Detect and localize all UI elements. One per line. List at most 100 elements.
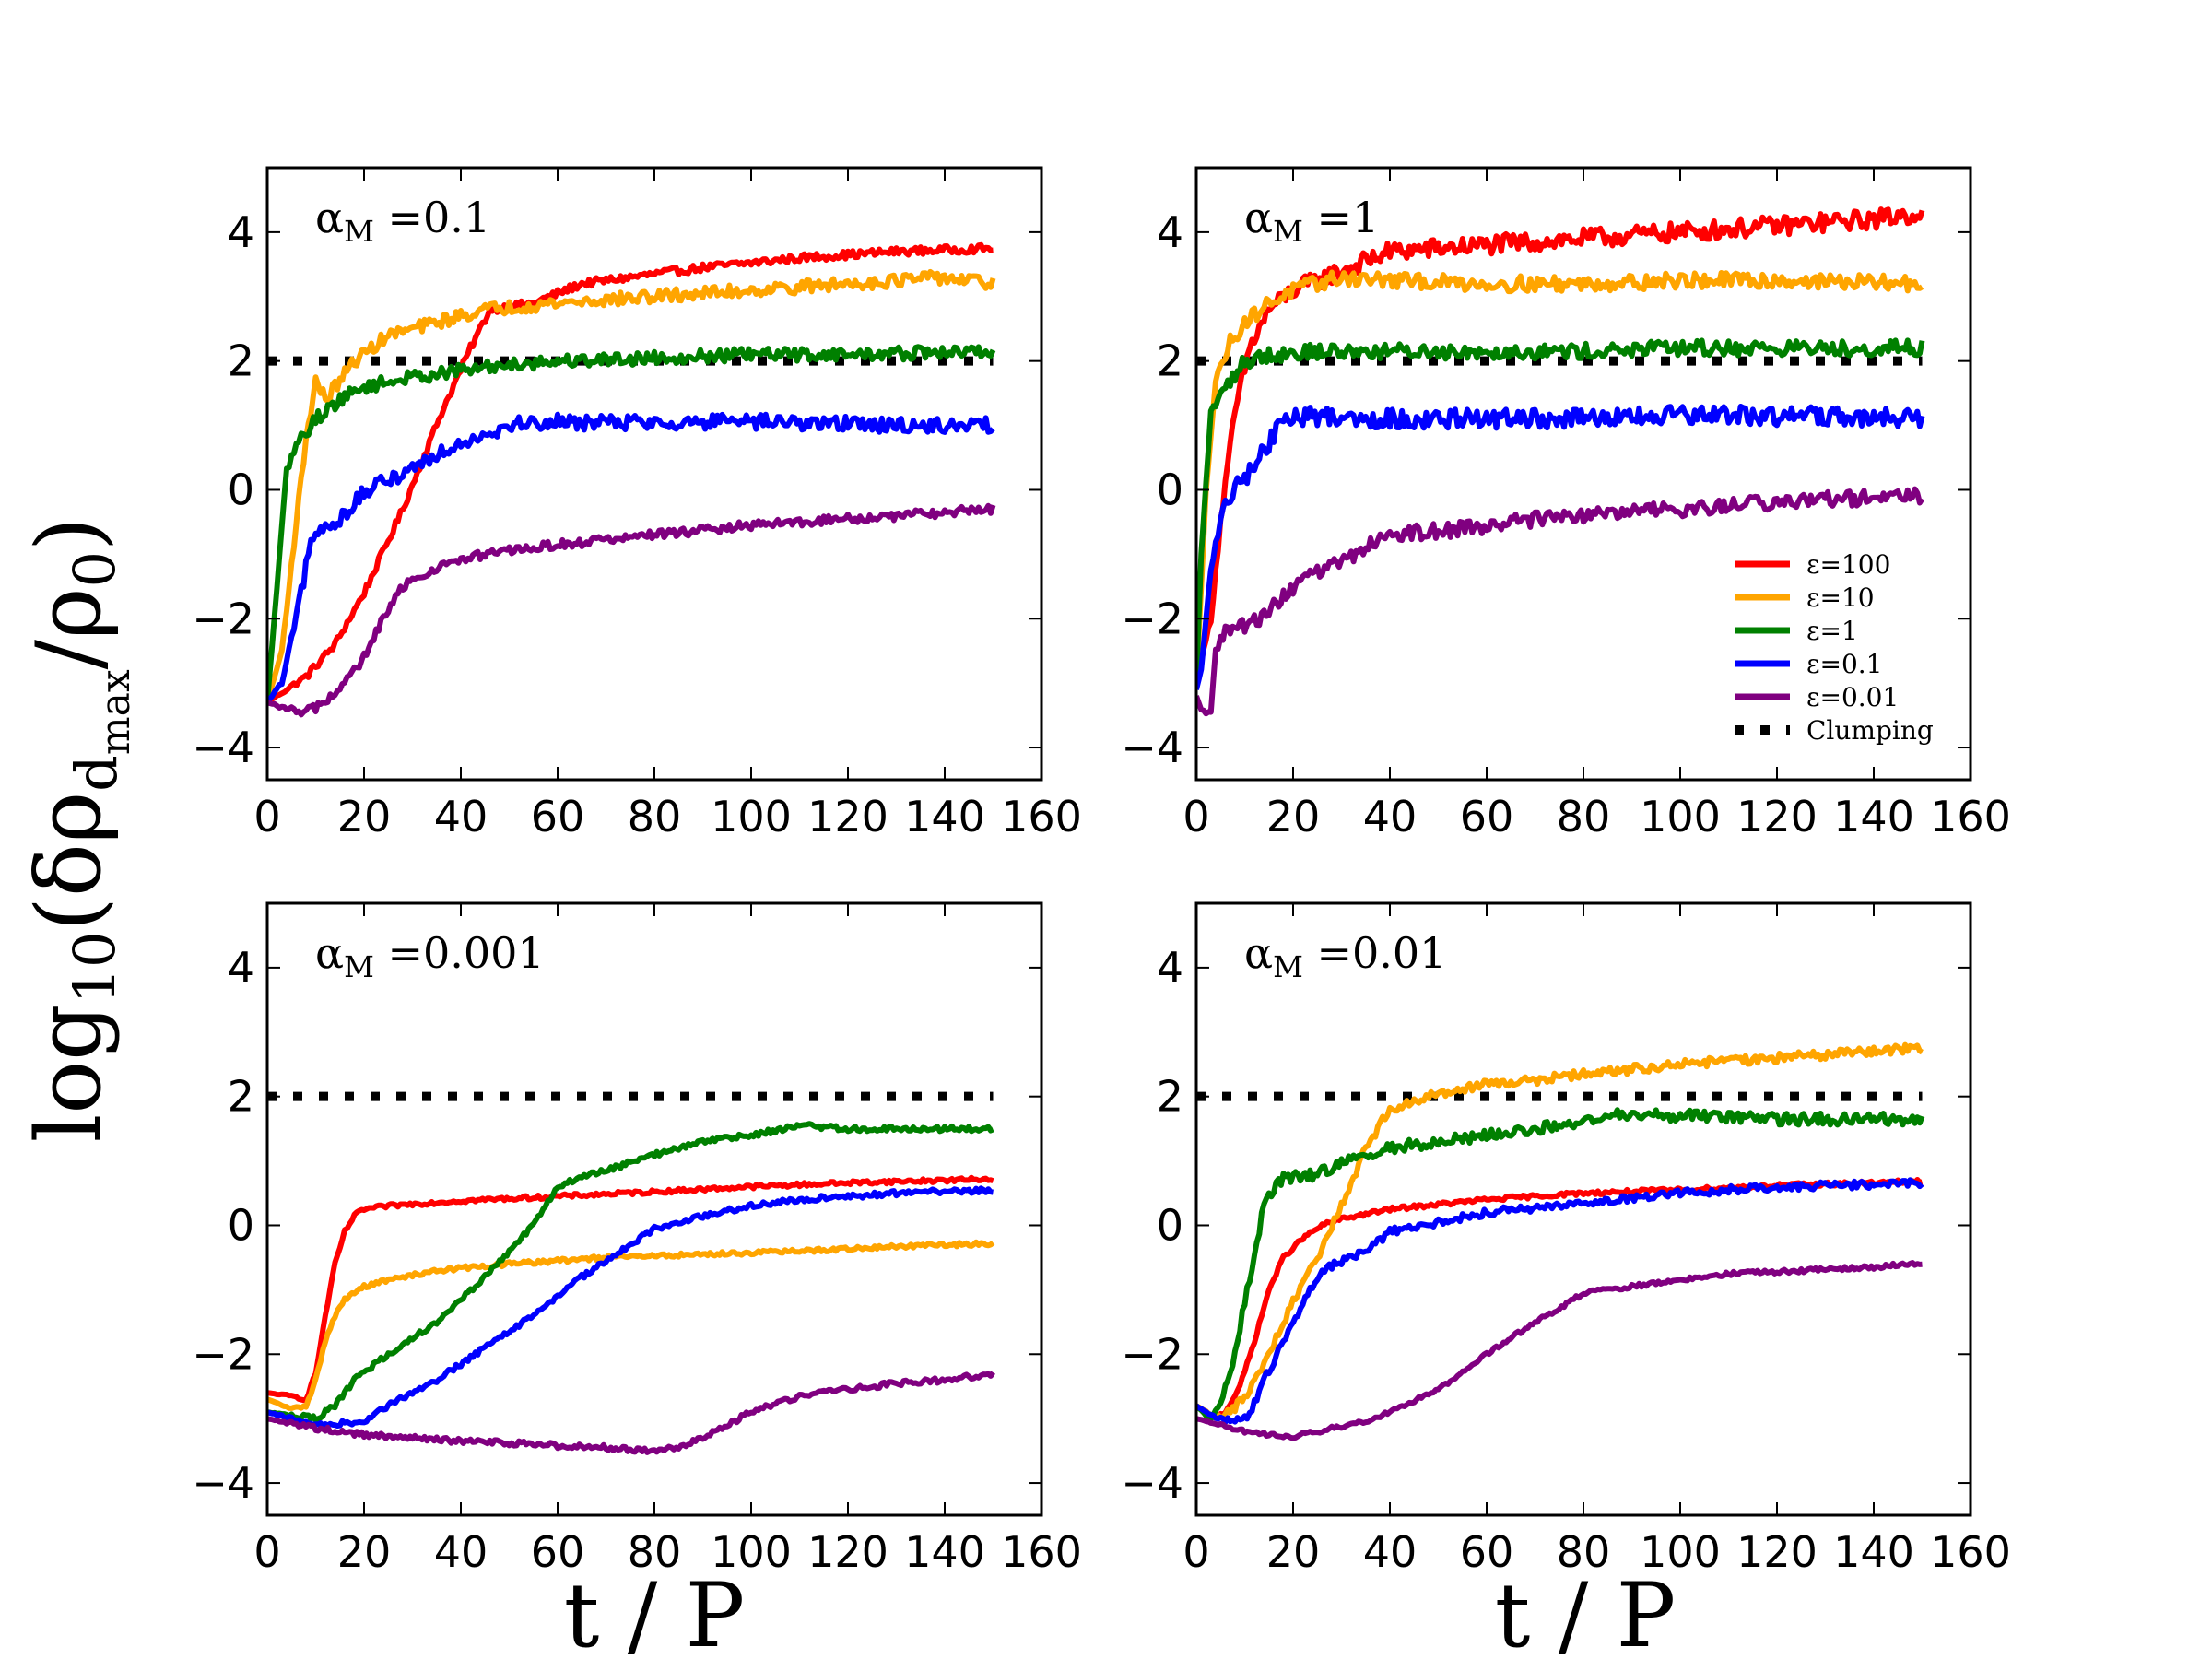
plot-area bbox=[267, 1091, 995, 1455]
y-tick-label: 0 bbox=[228, 1200, 254, 1250]
annotation-alpha: α bbox=[315, 193, 344, 242]
y-tick-label: 2 bbox=[1157, 336, 1183, 386]
annotation-subscript: M bbox=[344, 949, 374, 984]
y-tick-label: 2 bbox=[1157, 1072, 1183, 1122]
x-tick-label: 100 bbox=[1640, 792, 1721, 841]
x-tick-label: 80 bbox=[628, 792, 682, 841]
legend-label: ε=10 bbox=[1806, 582, 1875, 613]
annotation-subscript: M bbox=[1273, 214, 1303, 249]
annotation-value: =1 bbox=[1303, 193, 1379, 242]
series-line-ε=1 bbox=[1196, 337, 1925, 684]
series-line-ε=1 bbox=[267, 1121, 994, 1423]
x-tick-label: 120 bbox=[1736, 1527, 1818, 1577]
series-line-ε=10 bbox=[1196, 269, 1924, 684]
y-axis-label: log10(δρdmax/ρ0) bbox=[18, 517, 139, 1143]
series-line-ε=10 bbox=[267, 1239, 995, 1411]
x-tick-label: 40 bbox=[1363, 1527, 1418, 1577]
annotation-value: =0.001 bbox=[374, 928, 545, 978]
panel-annotation: αM =0.001 bbox=[315, 928, 545, 984]
panel-annotation: αM =0.01 bbox=[1244, 928, 1446, 984]
y-tick-label: 4 bbox=[228, 943, 254, 993]
ylabel-sub0: 0 bbox=[61, 551, 128, 587]
series-line-ε=0.01 bbox=[1196, 486, 1925, 717]
ylabel-delta-rho: (δρ bbox=[18, 792, 121, 932]
x-tick-label: 40 bbox=[434, 1527, 488, 1577]
x-tick-label: 100 bbox=[1640, 1527, 1721, 1577]
series-line-ε=1 bbox=[1196, 1107, 1925, 1422]
series-line-ε=0.1 bbox=[1196, 1177, 1924, 1425]
y-tick-label: 4 bbox=[1157, 207, 1183, 257]
legend-label: Clumping bbox=[1806, 715, 1934, 746]
annotation-alpha: α bbox=[1244, 928, 1273, 978]
series-line-ε=0.01 bbox=[267, 502, 996, 718]
panel-annotation: αM =1 bbox=[1244, 193, 1379, 249]
svg-text:log10(δρdmax/ρ0): log10(δρdmax/ρ0) bbox=[18, 517, 139, 1143]
y-tick-label: 4 bbox=[228, 207, 254, 257]
series-line-ε=0.01 bbox=[1196, 1260, 1923, 1441]
panel-top-left: 0 20 40 60 80 100 120 140 160 −4 −2 0 2 4 αM =0.1 bbox=[192, 166, 1082, 841]
x-tick-label: 60 bbox=[1460, 792, 1514, 841]
x-tick-label: 120 bbox=[1736, 792, 1818, 841]
y-tick-label: 2 bbox=[228, 1072, 254, 1122]
annotation-subscript: M bbox=[344, 214, 374, 249]
y-tick-label: 0 bbox=[1157, 465, 1183, 514]
legend-label: ε=0.1 bbox=[1806, 649, 1883, 679]
ylabel-sub10: 10 bbox=[61, 932, 128, 1005]
series-line-ε=0.1 bbox=[267, 411, 995, 704]
plot-area bbox=[1196, 206, 1925, 717]
y-tick-label: −4 bbox=[1121, 723, 1183, 772]
x-axis-label-left: t / P bbox=[564, 1564, 746, 1659]
x-tick-label: 20 bbox=[337, 1527, 392, 1577]
ylabel-sub-max: max bbox=[92, 669, 139, 755]
x-tick-label: 100 bbox=[711, 1527, 792, 1577]
x-tick-label: 160 bbox=[1001, 1527, 1082, 1577]
y-tick-label: 2 bbox=[228, 336, 254, 386]
legend-label: ε=0.01 bbox=[1806, 682, 1899, 712]
x-tick-label: 40 bbox=[434, 792, 488, 841]
series-line-ε=0.01 bbox=[267, 1371, 995, 1455]
annotation-alpha: α bbox=[315, 928, 344, 978]
x-tick-label: 80 bbox=[628, 1527, 682, 1577]
x-tick-label: 80 bbox=[1557, 1527, 1611, 1577]
y-tick-label: −4 bbox=[192, 723, 254, 772]
x-tick-label: 0 bbox=[1182, 1527, 1209, 1577]
annotation-alpha: α bbox=[1244, 193, 1273, 242]
y-tick-label: −4 bbox=[192, 1458, 254, 1508]
y-tick-label: −2 bbox=[192, 594, 254, 643]
ylabel-slash-rho: /ρ bbox=[18, 588, 121, 670]
legend-entry: Clumping bbox=[1735, 715, 1934, 746]
series-line-ε=10 bbox=[267, 268, 996, 703]
x-axis-label-right: t / P bbox=[1495, 1564, 1677, 1659]
series-line-ε=100 bbox=[267, 241, 994, 705]
legend-entry: ε=1 bbox=[1735, 616, 1858, 646]
y-tick-label: −2 bbox=[192, 1329, 254, 1379]
x-tick-label: 60 bbox=[1460, 1527, 1514, 1577]
y-tick-label: −2 bbox=[1121, 594, 1183, 643]
x-tick-label: 0 bbox=[253, 792, 280, 841]
legend-entry: ε=0.1 bbox=[1735, 649, 1883, 679]
annotation-value: =0.1 bbox=[374, 193, 490, 242]
x-tick-label: 80 bbox=[1557, 792, 1611, 841]
ylabel-close: ) bbox=[18, 517, 121, 551]
x-tick-label: 0 bbox=[1182, 792, 1209, 841]
x-tick-label: 140 bbox=[1833, 1527, 1914, 1577]
series-line-ε=1 bbox=[267, 344, 996, 703]
annotation-value: =0.01 bbox=[1303, 928, 1447, 978]
x-tick-label: 160 bbox=[1930, 1527, 2011, 1577]
x-tick-label: 140 bbox=[904, 1527, 985, 1577]
x-tick-label: 20 bbox=[1266, 1527, 1321, 1577]
x-tick-label: 0 bbox=[253, 1527, 280, 1577]
x-tick-label: 60 bbox=[531, 1527, 585, 1577]
y-tick-label: 4 bbox=[1157, 943, 1183, 993]
x-tick-label: 120 bbox=[807, 1527, 888, 1577]
series-line-ε=0.1 bbox=[1196, 404, 1925, 690]
legend-label: ε=100 bbox=[1806, 549, 1890, 580]
y-tick-label: −2 bbox=[1121, 1329, 1183, 1379]
y-tick-label: 0 bbox=[1157, 1200, 1183, 1250]
x-tick-label: 60 bbox=[531, 792, 585, 841]
panel-bottom-left: 0 20 40 60 80 100 120 140 160 −4 −2 0 2 4 αM =0.001 bbox=[192, 901, 1082, 1577]
annotation-subscript: M bbox=[1273, 949, 1303, 984]
legend-entry: ε=10 bbox=[1735, 582, 1875, 613]
legend-entry: ε=0.01 bbox=[1735, 682, 1899, 712]
